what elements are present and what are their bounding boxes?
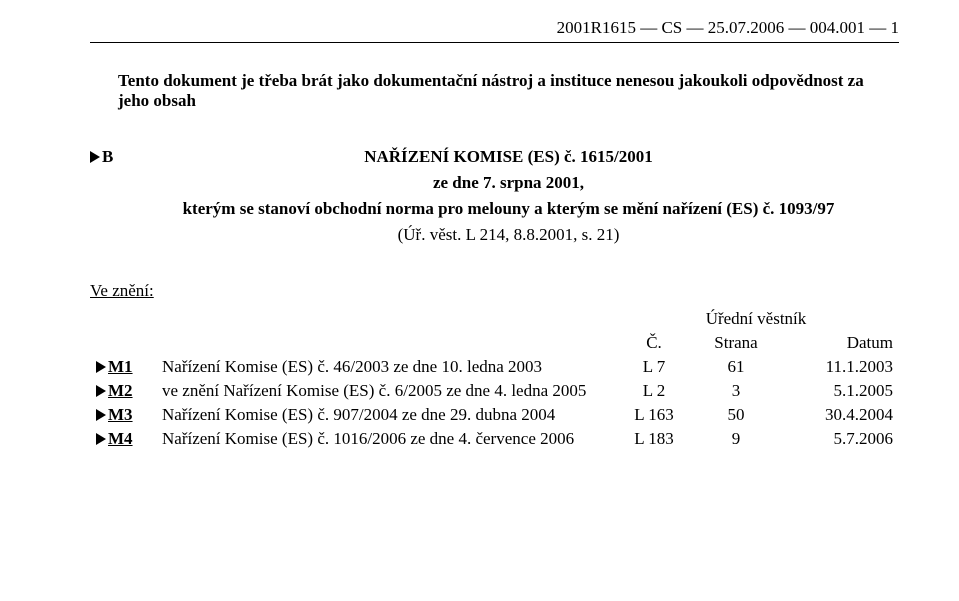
col-page-header: Strana [695,331,777,355]
amend-mark: M3 [108,405,133,424]
triangle-icon [96,409,106,421]
amend-num: L 163 [613,403,695,427]
amend-date: 11.1.2003 [777,355,899,379]
col-num-header: Č. [613,331,695,355]
regulation-title: NAŘÍZENÍ KOMISE (ES) č. 1615/2001 [122,147,895,167]
amend-mark: M2 [108,381,133,400]
regulation-date: ze dne 7. srpna 2001, [122,173,895,193]
amend-num: L 183 [613,427,695,451]
amend-page: 50 [695,403,777,427]
amendments-heading: Ve znění: [90,281,899,301]
table-row: M1 Nařízení Komise (ES) č. 46/2003 ze dn… [90,355,899,379]
amend-desc: Nařízení Komise (ES) č. 1016/2006 ze dne… [156,427,613,451]
table-row: M3 Nařízení Komise (ES) č. 907/2004 ze d… [90,403,899,427]
regulation-description: kterým se stanoví obchodní norma pro mel… [122,199,895,219]
amend-num: L 7 [613,355,695,379]
amend-date: 5.1.2005 [777,379,899,403]
amend-date: 30.4.2004 [777,403,899,427]
col-date-header: Datum [777,331,899,355]
amend-page: 61 [695,355,777,379]
table-row: M2 ve znění Nařízení Komise (ES) č. 6/20… [90,379,899,403]
amend-num: L 2 [613,379,695,403]
amend-page: 9 [695,427,777,451]
amendments-table: Úřední věstník Č. Strana Datum M1 Naříze… [90,307,899,451]
amend-desc: Nařízení Komise (ES) č. 46/2003 ze dne 1… [156,355,613,379]
amend-mark: M1 [108,357,133,376]
triangle-icon [96,361,106,373]
amend-desc: ve znění Nařízení Komise (ES) č. 6/2005 … [156,379,613,403]
amend-page: 3 [695,379,777,403]
intro-notice: Tento dokument je třeba brát jako dokume… [118,71,899,111]
col-journal-header: Úřední věstník [613,307,899,331]
regulation-reference: (Úř. věst. L 214, 8.8.2001, s. 21) [122,225,895,245]
b-label-text: B [102,147,113,166]
triangle-icon [96,385,106,397]
amend-mark: M4 [108,429,133,448]
amend-desc: Nařízení Komise (ES) č. 907/2004 ze dne … [156,403,613,427]
table-row: M4 Nařízení Komise (ES) č. 1016/2006 ze … [90,427,899,451]
triangle-icon [96,433,106,445]
section-b-marker: B [90,147,118,167]
triangle-icon [90,151,100,163]
doc-header-line: 2001R1615 — CS — 25.07.2006 — 004.001 — … [90,18,899,43]
amend-date: 5.7.2006 [777,427,899,451]
